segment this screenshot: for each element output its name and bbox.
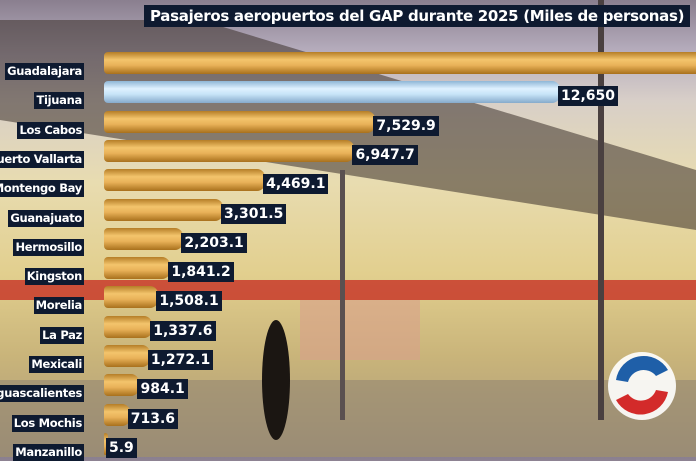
category-label: uerto Vallarta bbox=[0, 150, 84, 168]
value-label: 1,337.6 bbox=[150, 320, 216, 341]
category-label: Los Mochis bbox=[11, 414, 84, 432]
value-label: 1,841.2 bbox=[168, 262, 234, 283]
bar-la-paz bbox=[104, 315, 153, 338]
category-label: Mexicali bbox=[29, 356, 84, 373]
value-label: 4,469.1 bbox=[263, 174, 329, 195]
category-label: Tijuana bbox=[34, 92, 84, 110]
category-label: Manzanillo bbox=[13, 443, 84, 461]
category-label: Aguascalientes bbox=[0, 385, 84, 403]
logo bbox=[608, 352, 676, 420]
bar-mexicali bbox=[104, 345, 150, 367]
value-label: 3,301.5 bbox=[221, 203, 287, 224]
category-label: Hermosillo bbox=[13, 238, 84, 256]
value-label: 5.9 bbox=[106, 437, 137, 458]
category-label: Los Cabos bbox=[17, 121, 84, 139]
chart-title: Pasajeros aeropuertos del GAP durante 20… bbox=[144, 5, 691, 27]
value-label: 984.1 bbox=[137, 379, 188, 400]
category-label: Guanajuato bbox=[8, 209, 84, 227]
value-label: 1,272.1 bbox=[147, 350, 214, 370]
category-label: Kingston bbox=[24, 268, 84, 286]
bar-aguascalientes bbox=[104, 374, 140, 397]
value-label: 713.6 bbox=[127, 408, 179, 429]
bar-kingston bbox=[104, 257, 171, 280]
value-label: 2,203.1 bbox=[181, 232, 247, 253]
bar-montengo-bay bbox=[104, 169, 266, 192]
category-label: La Paz bbox=[40, 326, 84, 344]
category-label: Guadalajara bbox=[5, 63, 84, 80]
bar-uerto-vallarta bbox=[104, 139, 355, 162]
bar-morelia bbox=[104, 286, 159, 309]
value-label: 1,508.1 bbox=[156, 291, 222, 312]
category-label: Morelia bbox=[33, 297, 84, 315]
category-label: Montengo Bay bbox=[0, 180, 84, 198]
bar-hermosillo bbox=[104, 227, 184, 250]
bar-guadalajara bbox=[104, 52, 696, 74]
value-label: 12,650 bbox=[558, 86, 619, 107]
value-label: 6,947.7 bbox=[352, 144, 418, 165]
value-label: 7,529.9 bbox=[373, 115, 439, 136]
bar-los-mochis bbox=[104, 403, 130, 426]
bar-guanajuato bbox=[104, 198, 223, 221]
bar-tijuana bbox=[104, 81, 560, 104]
bar-los-cabos bbox=[104, 110, 376, 133]
